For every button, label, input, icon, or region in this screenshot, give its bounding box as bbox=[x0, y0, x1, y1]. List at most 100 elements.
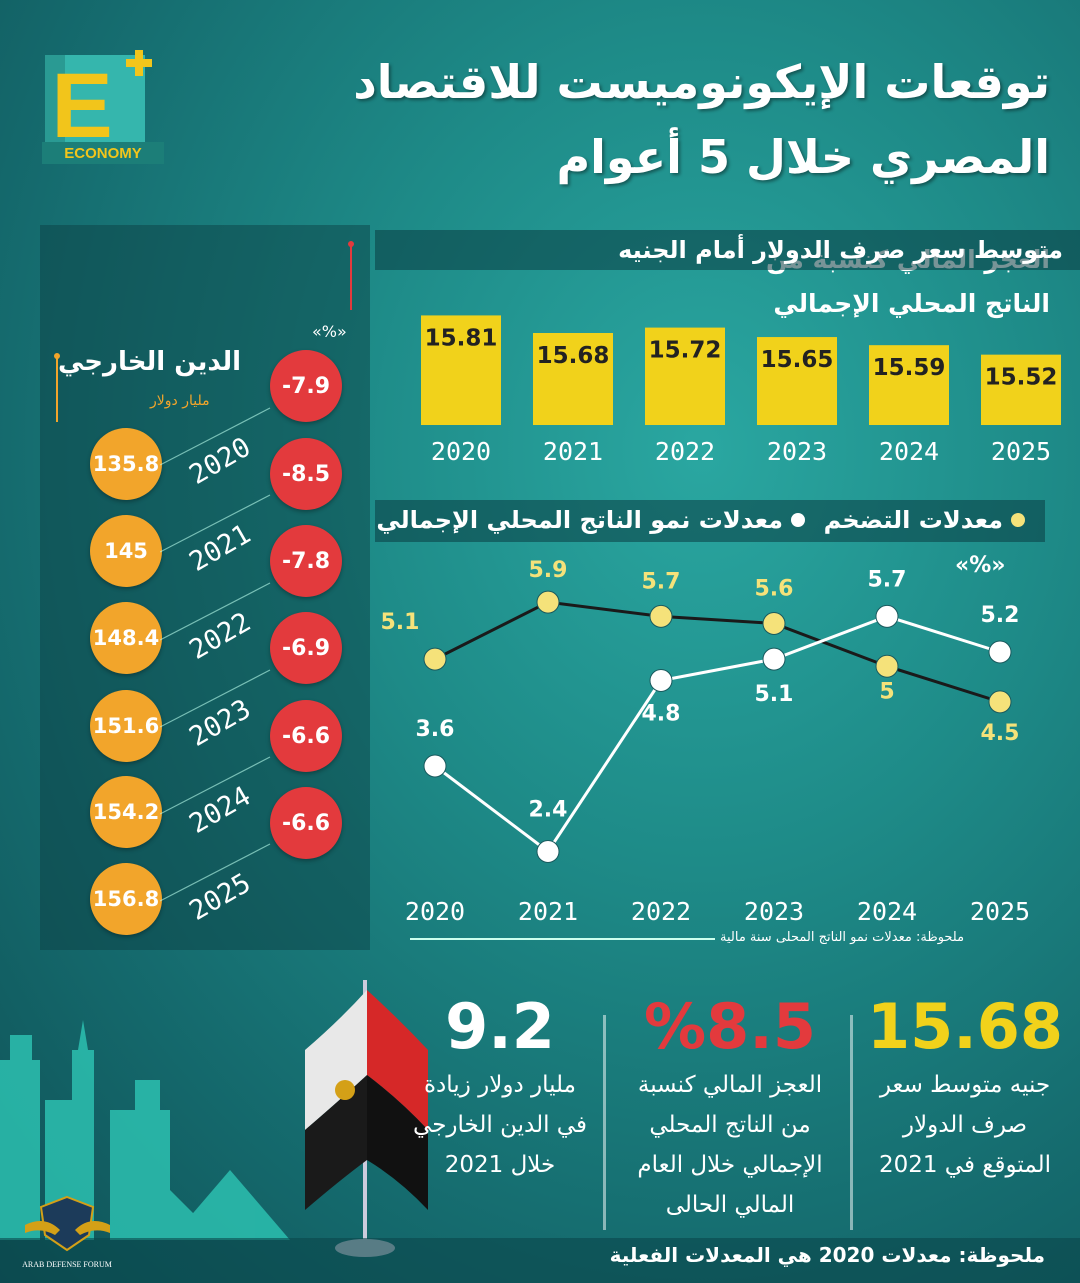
inflation-label-2024: 5 bbox=[879, 679, 894, 704]
deficit-value-2021: -8.5 bbox=[270, 438, 342, 510]
stat-exchange-value: 15.68 bbox=[865, 990, 1065, 1063]
stat-divider-2 bbox=[603, 1015, 606, 1230]
inflation-point-2023 bbox=[762, 612, 786, 635]
bar-value-2025: 15.52 bbox=[985, 365, 1058, 391]
note-divider bbox=[410, 938, 715, 940]
deficit-value-2025: -6.6 bbox=[270, 787, 342, 859]
bar-2022 bbox=[645, 327, 725, 425]
stat-debt-value: 9.2 bbox=[420, 990, 580, 1063]
cairo-skyline-illustration bbox=[0, 1020, 290, 1240]
badge-label: ARAB DEFENSE FORUM bbox=[22, 1260, 112, 1269]
exchange-rate-bar-chart: 15.81 2020 15.68 2021 15.72 2022 15.65 2023 15.5… bbox=[421, 315, 1061, 466]
inflation-label-2022: 5.7 bbox=[642, 569, 681, 594]
bar-2023 bbox=[757, 337, 837, 425]
page-title-line-1: توقعات الإيكونوميست للاقتصاد bbox=[353, 55, 1050, 109]
deficit-pin-icon bbox=[348, 241, 354, 310]
bar-2024 bbox=[869, 345, 949, 425]
gdp-point-2025 bbox=[988, 640, 1012, 664]
debt-unit: مليار دولار bbox=[150, 393, 210, 409]
bar-value-2020: 15.81 bbox=[425, 325, 498, 351]
page-title-line-2: المصري خلال 5 أعوام bbox=[556, 130, 1050, 184]
line-year-2020: 2020 bbox=[405, 897, 465, 926]
bar-year-2022: 2022 bbox=[655, 437, 715, 466]
gdp-label-2022: 4.8 bbox=[642, 702, 681, 727]
gdp-point-2024 bbox=[875, 604, 899, 628]
inflation-point-2020 bbox=[423, 647, 447, 671]
debt-value-2023: 151.6 bbox=[90, 690, 162, 762]
line-inflation bbox=[434, 600, 1001, 704]
stat-exchange-desc: جنيه متوسط سعر صرف الدولار المتوقع في 20… bbox=[878, 1072, 1052, 1178]
economy-logo: E ECONOMY bbox=[42, 50, 164, 164]
stat-exchange-number: 15.68 bbox=[866, 990, 1064, 1063]
inflation-gdp-line-chart: 5.1 5.9 5.7 5.6 5 4.5 3.6 2.4 4.8 5.1 5.7 5.2 2020 20… bbox=[381, 560, 1031, 926]
footer-note: ملحوظة: معدلات 2020 هي المعدلات الفعلية bbox=[609, 1243, 1045, 1267]
debt-value-2021: 145 bbox=[90, 515, 162, 587]
gdp-point-2020 bbox=[423, 754, 447, 778]
logo-letter: E bbox=[51, 55, 112, 157]
bar-year-2020: 2020 bbox=[431, 437, 491, 466]
bar-2025 bbox=[981, 354, 1061, 425]
inflation-point-2024 bbox=[875, 654, 899, 678]
line-year-2024: 2024 bbox=[857, 897, 917, 926]
arab-defense-forum-badge: ARAB DEFENSE FORUM bbox=[22, 1195, 112, 1269]
inflation-point-2021 bbox=[536, 590, 560, 614]
bar-value-2022: 15.72 bbox=[649, 338, 722, 364]
gdp-label-2024: 5.7 bbox=[868, 567, 907, 592]
bar-2021 bbox=[533, 333, 613, 425]
gdp-point-2022 bbox=[649, 669, 673, 692]
debt-value-2022: 148.4 bbox=[90, 602, 162, 674]
debt-pin-icon bbox=[54, 353, 60, 422]
line-chart-legend: معدلات التضخم معدلات نمو الناتج المحلي ا… bbox=[375, 500, 1045, 542]
legend-gdp-label: معدلات نمو الناتج المحلي الإجمالي bbox=[376, 506, 783, 534]
debt-value-2020: 135.8 bbox=[90, 428, 162, 500]
deficit-unit: «%» bbox=[312, 322, 347, 341]
stat-divider-1 bbox=[850, 1015, 853, 1230]
bar-year-2024: 2024 bbox=[879, 437, 939, 466]
bar-value-2024: 15.59 bbox=[873, 355, 946, 381]
inflation-label-2023: 5.6 bbox=[755, 577, 794, 602]
legend-inflation: معدلات التضخم bbox=[824, 506, 1025, 534]
gdp-label-2021: 2.4 bbox=[529, 798, 568, 823]
inflation-point-2025 bbox=[988, 690, 1012, 714]
line-gdp bbox=[434, 614, 1001, 854]
line-year-2021: 2021 bbox=[518, 897, 578, 926]
inflation-label-2021: 5.9 bbox=[529, 560, 568, 583]
gdp-label-2025: 5.2 bbox=[981, 603, 1020, 628]
stat-deficit-desc: العجز المالي كنسبة من الناتج المحلي الإج… bbox=[637, 1072, 823, 1218]
legend-gdp-marker bbox=[791, 513, 805, 527]
stat-debt-number: 9.2 bbox=[445, 990, 555, 1063]
stat-debt-desc: مليار دولار زيادة في الدين الخارجي خلال … bbox=[413, 1072, 587, 1178]
legend-inflation-marker bbox=[1011, 513, 1025, 527]
debt-title: الدين الخارجي bbox=[58, 347, 242, 377]
deficit-value-2024: -6.6 bbox=[270, 700, 342, 772]
gdp-note: ملحوظة: معدلات نمو الناتج المحلى سنة مال… bbox=[720, 930, 965, 945]
gdp-point-2023 bbox=[762, 647, 786, 671]
logo-wordmark: ECONOMY bbox=[64, 145, 142, 162]
line-year-2022: 2022 bbox=[631, 897, 691, 926]
gdp-label-2023: 5.1 bbox=[755, 682, 794, 707]
debt-connector-lines bbox=[160, 407, 271, 902]
bar-2020 bbox=[421, 315, 501, 425]
gdp-point-2021 bbox=[536, 840, 560, 863]
gdp-label-2020: 3.6 bbox=[416, 717, 455, 742]
bar-year-2021: 2021 bbox=[543, 437, 603, 466]
legend-gdp: معدلات نمو الناتج المحلي الإجمالي bbox=[376, 506, 805, 534]
line-year-2023: 2023 bbox=[744, 897, 804, 926]
stat-deficit-number: %8.5 bbox=[644, 990, 816, 1063]
legend-inflation-label: معدلات التضخم bbox=[823, 506, 1003, 534]
deficit-value-2020: -7.9 bbox=[270, 350, 342, 422]
line-year-2025: 2025 bbox=[970, 897, 1030, 926]
footer-band bbox=[0, 1238, 1080, 1283]
debt-value-2024: 154.2 bbox=[90, 776, 162, 848]
bar-year-2023: 2023 bbox=[767, 437, 827, 466]
deficit-value-2023: -6.9 bbox=[270, 612, 342, 684]
stat-deficit-value: %8.5 bbox=[620, 990, 840, 1063]
inflation-label-2020: 5.1 bbox=[381, 610, 420, 635]
bar-value-2023: 15.65 bbox=[761, 347, 834, 373]
bar-chart-title: متوسط سعر صرف الدولار أمام الجنيه bbox=[375, 230, 1080, 270]
debt-value-2025: 156.8 bbox=[90, 863, 162, 935]
deficit-value-2022: -7.8 bbox=[270, 525, 342, 597]
bar-value-2021: 15.68 bbox=[537, 343, 610, 369]
line-chart-unit: «%» bbox=[955, 553, 1006, 578]
